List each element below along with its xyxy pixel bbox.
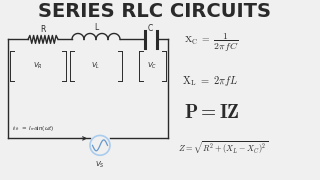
- Text: $V_L$: $V_L$: [92, 61, 100, 71]
- Text: R: R: [40, 25, 46, 34]
- Text: L: L: [94, 23, 98, 32]
- Text: C: C: [148, 24, 153, 33]
- Text: $i_{(t)}\ =\ I_m\sin(\omega t)$: $i_{(t)}\ =\ I_m\sin(\omega t)$: [12, 124, 54, 133]
- Text: $Z=\sqrt{R^2+(X_L-X_C)^2}$: $Z=\sqrt{R^2+(X_L-X_C)^2}$: [178, 140, 268, 157]
- Text: $\mathrm{X_L}\ =\ 2\pi fL$: $\mathrm{X_L}\ =\ 2\pi fL$: [182, 74, 238, 88]
- Text: $V_C$: $V_C$: [148, 61, 157, 71]
- Text: SERIES RLC CIRCUITS: SERIES RLC CIRCUITS: [38, 2, 271, 21]
- Text: $\mathbf{P{=}IZ}$: $\mathbf{P{=}IZ}$: [184, 103, 240, 122]
- Text: $V_R$: $V_R$: [33, 61, 43, 71]
- Text: $\mathrm{X_C}\ =\ \dfrac{1}{2\pi fC}$: $\mathrm{X_C}\ =\ \dfrac{1}{2\pi fC}$: [184, 32, 238, 54]
- Text: $V_S$: $V_S$: [95, 160, 105, 170]
